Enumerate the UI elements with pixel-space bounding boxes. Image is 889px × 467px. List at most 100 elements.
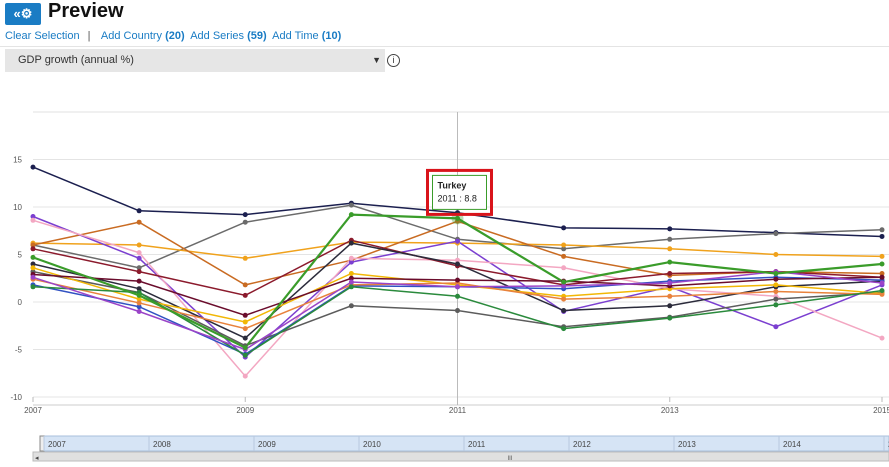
divider: [0, 46, 889, 47]
y-tick-label: 5: [18, 251, 23, 260]
navigator-label: 2011: [468, 440, 486, 449]
data-point: [348, 255, 354, 261]
data-point: [242, 312, 248, 318]
data-point: [455, 277, 460, 283]
data-point: [136, 265, 142, 271]
data-point: [561, 283, 567, 289]
data-point: [348, 202, 354, 208]
data-point: [136, 309, 142, 314]
data-point: [879, 280, 885, 286]
data-point: [348, 212, 354, 218]
dropdown-arrow: ▼: [372, 55, 381, 65]
data-point: [773, 282, 779, 288]
data-point: [242, 219, 248, 225]
y-tick-label: 0: [18, 298, 23, 307]
link-label: Add Time: [272, 30, 319, 42]
data-point: [136, 242, 142, 248]
x-tick-label: 2013: [661, 406, 679, 415]
navigator-label: 2007: [48, 440, 66, 449]
data-point: [561, 253, 567, 259]
data-point: [30, 261, 36, 267]
data-point: [30, 274, 36, 280]
data-point: [455, 284, 460, 290]
data-point: [242, 352, 248, 358]
data-point: [667, 293, 673, 299]
clear-selection[interactable]: Clear Selection: [5, 30, 80, 42]
data-point: [773, 252, 779, 257]
data-point: [773, 296, 779, 302]
data-point: [455, 257, 460, 263]
data-point: [242, 335, 248, 341]
data-point: [773, 271, 779, 276]
data-point: [561, 326, 567, 332]
data-point: [136, 304, 142, 310]
data-point: [348, 240, 354, 246]
data-point: [30, 265, 36, 271]
add-series[interactable]: Add Series (59): [190, 30, 266, 42]
info-icon[interactable]: i: [387, 54, 400, 67]
tooltip-highlight: [426, 168, 493, 216]
data-point: [667, 236, 673, 242]
scroll-grip[interactable]: III: [507, 456, 512, 462]
data-point: [242, 255, 248, 261]
add-country[interactable]: Add Country (20): [101, 30, 185, 42]
data-point: [30, 214, 36, 219]
data-point: [348, 284, 354, 290]
link-count: (20): [165, 30, 185, 42]
data-point: [667, 303, 673, 309]
data-point: [30, 217, 36, 223]
data-point: [30, 284, 36, 290]
page-title: Preview: [48, 0, 124, 22]
data-point: [242, 292, 248, 298]
data-point: [667, 315, 673, 321]
data-point: [561, 265, 567, 271]
collapse-button[interactable]: «⚙: [5, 3, 41, 25]
data-point: [136, 292, 142, 298]
data-point: [242, 282, 248, 288]
data-point: [879, 271, 885, 276]
x-tick-label: 2011: [449, 406, 467, 415]
y-tick-label: -5: [15, 346, 23, 355]
data-point: [30, 254, 36, 260]
navigator-label: 2013: [678, 440, 696, 449]
data-point: [667, 271, 673, 276]
data-point: [879, 291, 885, 297]
data-point: [30, 242, 36, 248]
x-tick-label: 2007: [24, 406, 42, 415]
tooltip-title: Turkey: [438, 180, 467, 190]
data-point: [667, 246, 673, 252]
data-point: [136, 250, 142, 256]
x-tick-label: 2009: [236, 406, 254, 415]
data-point: [455, 215, 460, 221]
data-point: [879, 274, 885, 280]
toolbar: Clear Selection | Add Country (20) Add Se…: [5, 30, 341, 42]
scrollbar: [32, 451, 889, 462]
data-point: [667, 226, 673, 232]
data-point: [136, 278, 142, 284]
navigator-label: 2010: [363, 440, 381, 449]
data-point: [136, 255, 142, 261]
data-point: [30, 164, 36, 170]
data-point: [773, 302, 779, 308]
data-point: [773, 231, 779, 237]
data-point: [242, 212, 248, 218]
series-dropdown[interactable]: GDP growth (annual %) ▼: [5, 49, 385, 72]
data-point: [561, 225, 567, 231]
add-time[interactable]: Add Time (10): [272, 30, 341, 42]
data-point: [136, 219, 142, 225]
data-point: [667, 280, 673, 286]
tooltip: [432, 174, 487, 210]
data-point: [348, 279, 354, 285]
data-point: [348, 303, 354, 309]
data-point: [773, 324, 779, 330]
data-point: [667, 259, 673, 265]
data-point: [136, 269, 142, 275]
link-label: Add Country: [100, 30, 163, 42]
data-point: [561, 296, 567, 302]
data-point: [773, 276, 779, 282]
data-point: [136, 296, 142, 302]
data-point: [455, 261, 460, 267]
data-point: [348, 275, 354, 281]
